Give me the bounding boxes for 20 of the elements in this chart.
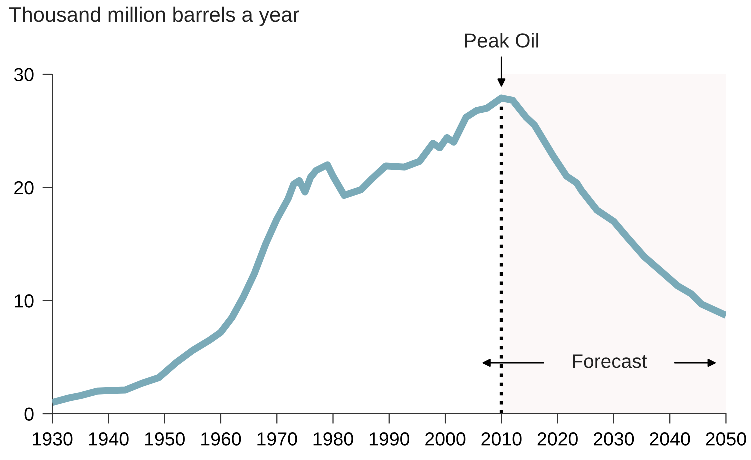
x-tick-label: 1980 <box>314 432 354 446</box>
x-tick-label: 2050 <box>706 432 746 446</box>
x-tick-label: 2000 <box>426 432 466 446</box>
x-tick-label: 2040 <box>650 432 690 446</box>
y-tick-label: 10 <box>15 294 34 308</box>
ref-line-label: Peak Oil <box>465 33 538 48</box>
x-tick-label: 1930 <box>33 432 73 446</box>
x-tick-label: 1950 <box>145 432 185 446</box>
y-tick-label: 20 <box>14 181 34 195</box>
x-tick-label: 2030 <box>594 432 634 446</box>
y-tick-label: 30 <box>14 68 34 82</box>
x-tick-label: 1940 <box>89 432 129 446</box>
x-tick-label: 2020 <box>538 432 578 446</box>
y-axis-title: Thousand million barrels a year <box>9 6 300 26</box>
x-tick-label: 1970 <box>258 432 298 446</box>
x-tick-label: 1990 <box>370 432 410 446</box>
x-tick-label: 1960 <box>202 432 242 446</box>
x-tick-label: 2010 <box>482 432 522 446</box>
band-label: Forecast <box>573 354 648 368</box>
y-tick-label: 0 <box>24 408 34 421</box>
